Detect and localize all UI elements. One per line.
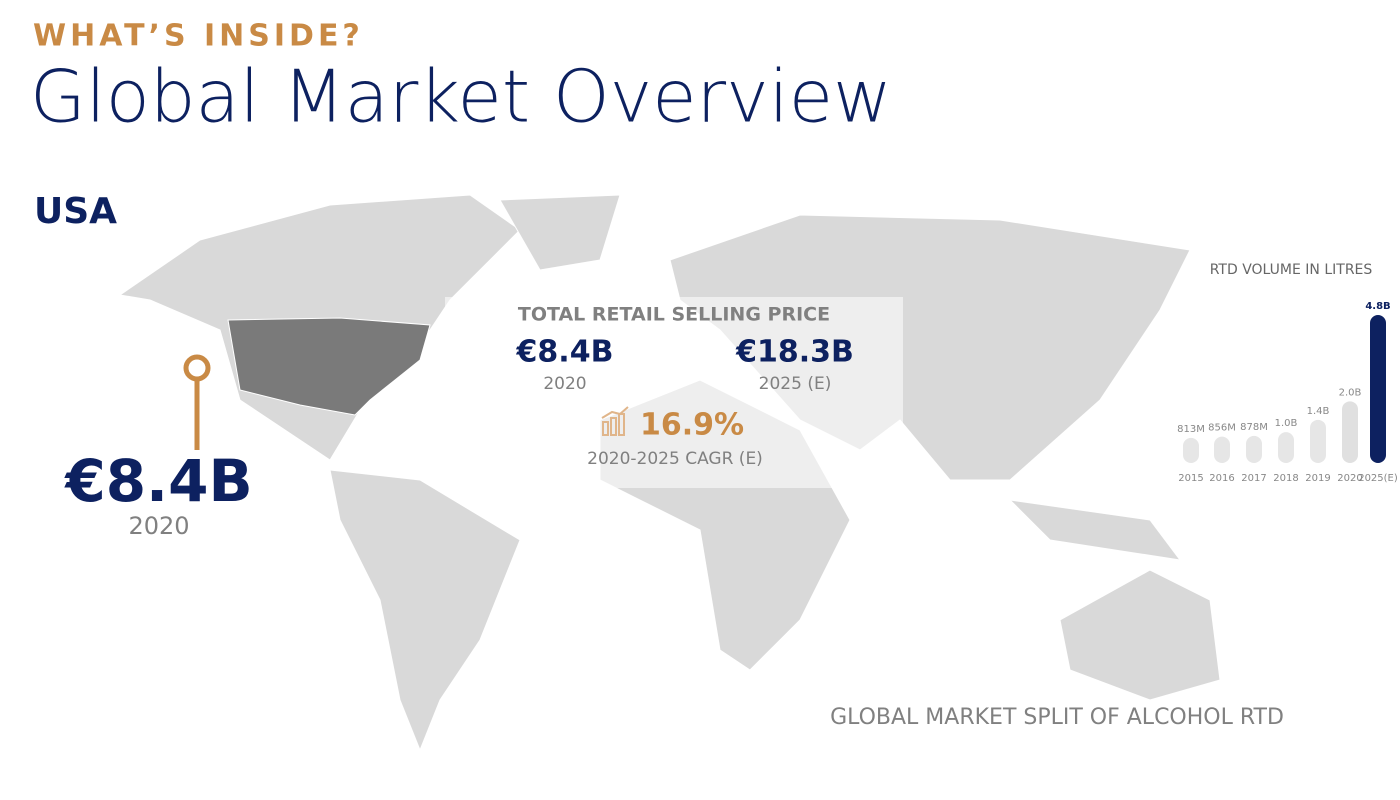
usa — [227, 317, 431, 416]
x-tick-label: 2018 — [1273, 473, 1298, 484]
bar — [1310, 419, 1326, 463]
bar — [1214, 436, 1230, 463]
x-tick-label: 2016 — [1209, 473, 1234, 484]
pin — [183, 354, 211, 382]
bar — [1183, 437, 1199, 463]
footer: GLOBAL MARKET SPLIT OF ALCOHOL RTD — [830, 705, 1284, 730]
value-label: 813M — [1177, 424, 1205, 435]
south-america — [329, 469, 521, 752]
x-tick-label: 2020 — [1337, 473, 1362, 484]
growth-icon — [601, 406, 629, 436]
retail-label: 2025 (E) — [759, 374, 832, 394]
value-label: 4.8B — [1365, 301, 1390, 312]
chart-title: RTD VOLUME IN LITRES — [1210, 262, 1373, 278]
panel — [445, 297, 903, 488]
x-tick-label: 2017 — [1241, 473, 1266, 484]
islands — [1008, 499, 1182, 561]
bar — [1370, 315, 1386, 463]
bar — [1342, 401, 1358, 463]
value-label: 1.0B — [1275, 418, 1298, 429]
australia — [1059, 569, 1221, 701]
value-label: 856M — [1208, 423, 1236, 434]
kicker: WHAT’S INSIDE? — [33, 19, 364, 54]
value-label: 878M — [1240, 422, 1268, 433]
x-tick-label: 2019 — [1305, 473, 1330, 484]
retail-title: TOTAL RETAIL SELLING PRICE — [518, 304, 830, 326]
retail-value: €8.4B — [516, 335, 614, 370]
value-label: 1.4B — [1307, 406, 1330, 417]
x-tick-label: 2025(E) — [1358, 473, 1398, 484]
greenland — [499, 194, 621, 271]
bar — [1278, 432, 1294, 463]
region-name: USA — [34, 191, 117, 232]
retail-label: 2020 — [543, 374, 586, 394]
x-tick-label: 2015 — [1178, 473, 1203, 484]
region-year: 2020 — [128, 512, 189, 540]
region-value: €8.4B — [63, 447, 252, 515]
retail-value: €18.3B — [735, 335, 854, 370]
title: Global Market Overview — [30, 55, 892, 139]
bar — [1246, 435, 1262, 463]
cagr-label: 2020-2025 CAGR (E) — [587, 449, 763, 469]
value-label: 2.0B — [1339, 387, 1362, 398]
cagr-value: 16.9% — [640, 408, 744, 443]
